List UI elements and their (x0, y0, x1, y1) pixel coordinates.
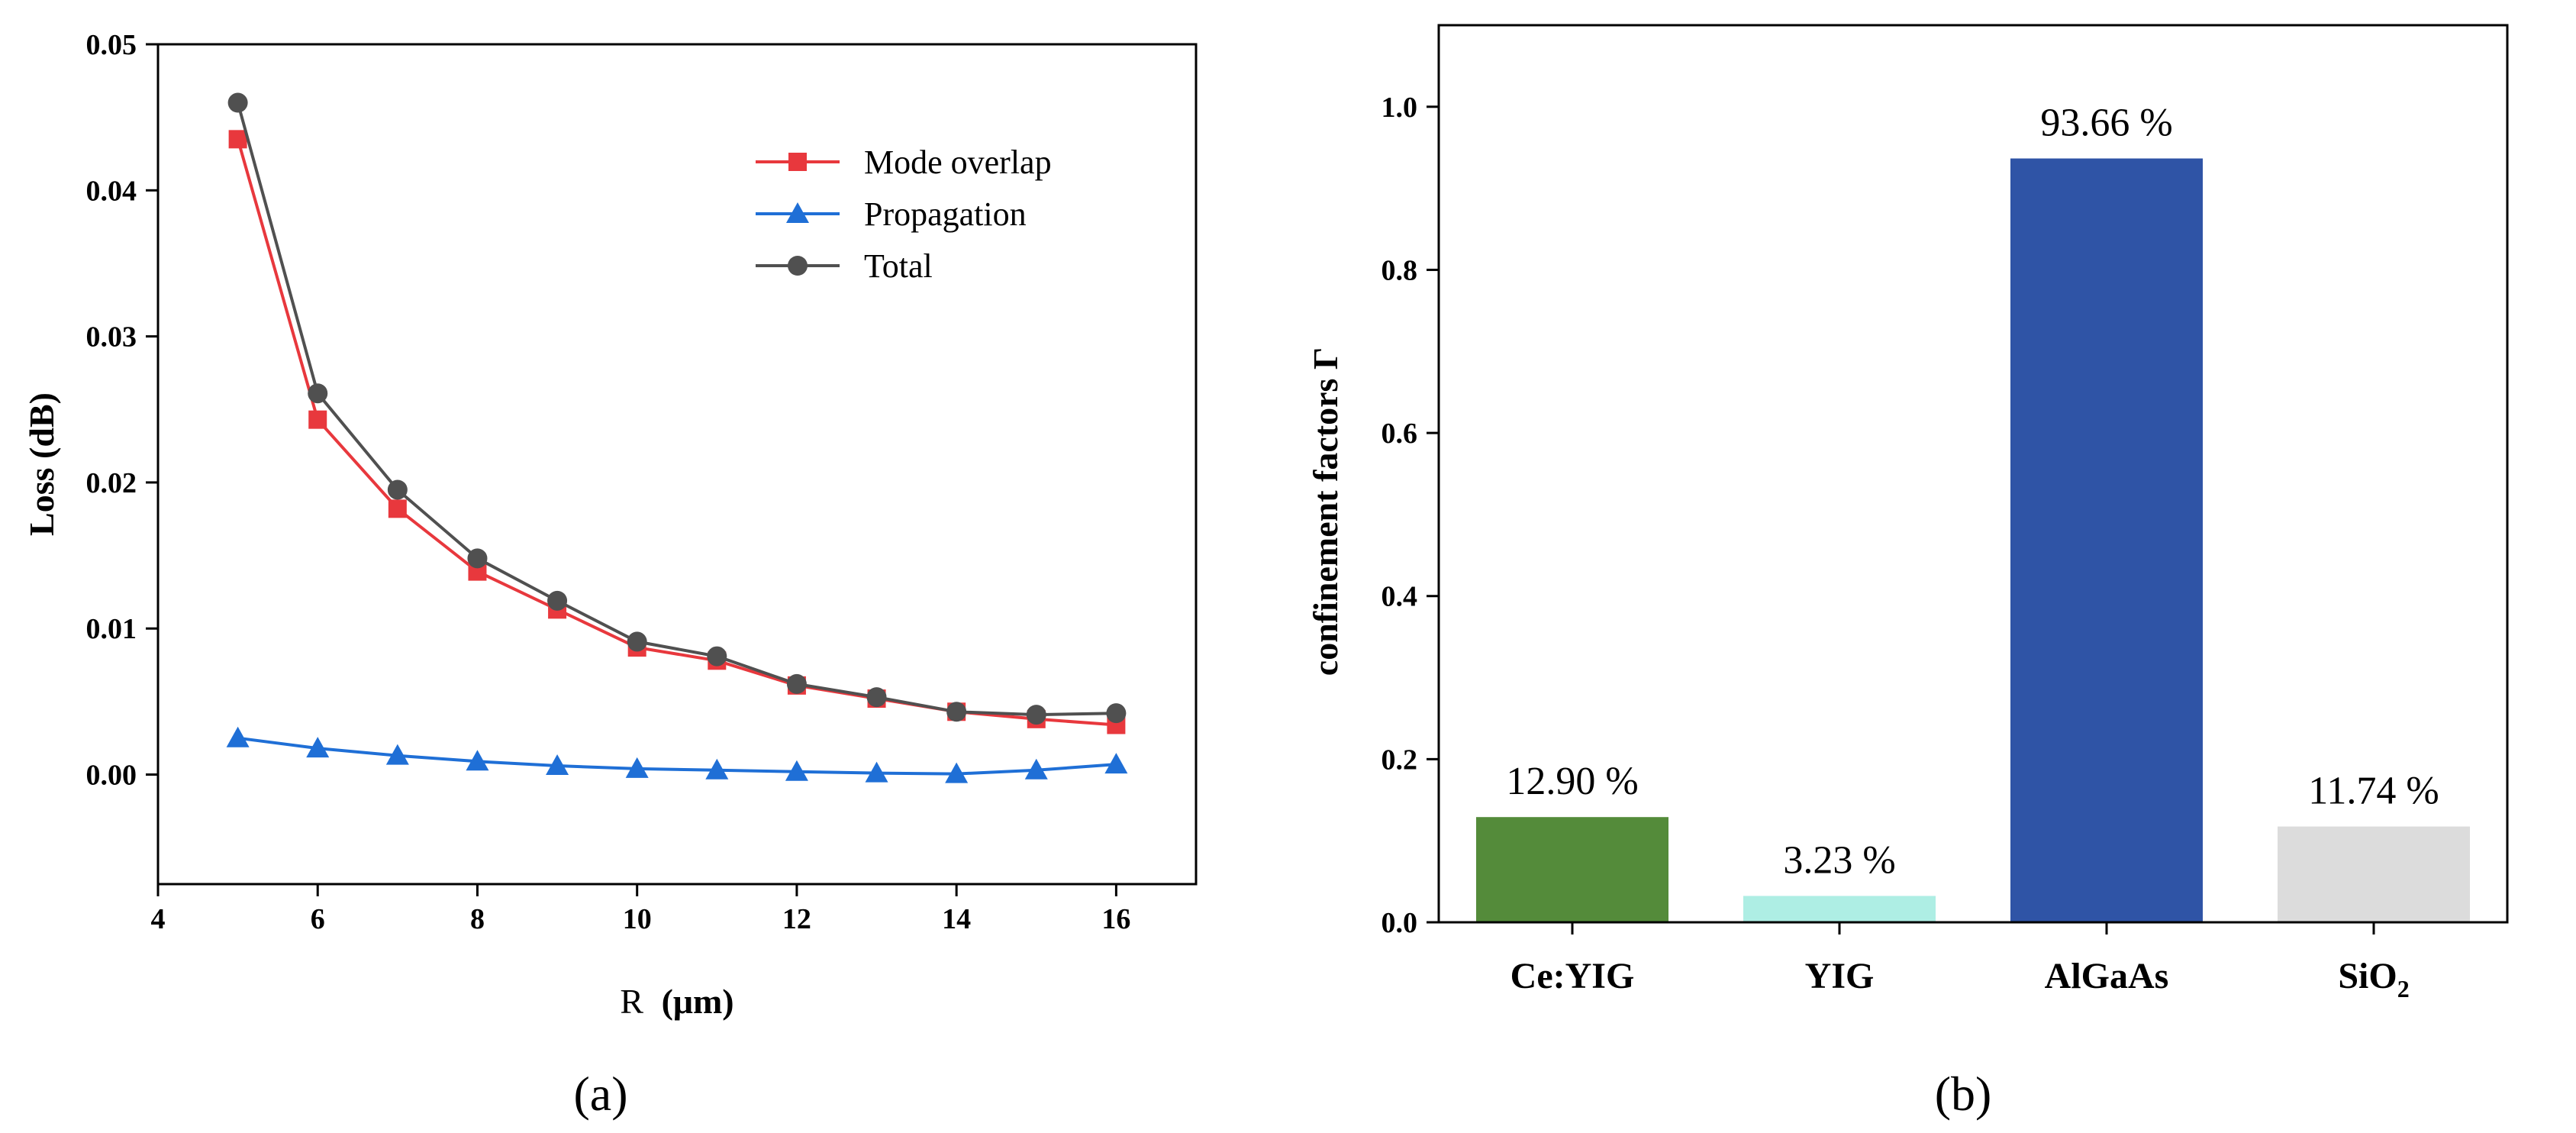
x-tick-label-a: 14 (942, 903, 971, 935)
bar-chart-confinement-factors: 12.90 % 3.23 % 93.66 % 11.74 % 0.0 0.2 0.4 0.6… (1306, 24, 2509, 1121)
legend-marker-total (788, 256, 808, 276)
y-tick-label-b: 0.2 (1381, 744, 1418, 776)
data-label-yig: 3.23 % (1783, 838, 1895, 882)
plot-frame-b (1437, 24, 2509, 924)
legend-marker-propagation (786, 202, 809, 223)
data-point-propagation (865, 761, 888, 783)
data-point-total (227, 92, 248, 113)
legend-marker-mode-overlap (788, 153, 807, 171)
category-label-ce-yig: Ce:YIG (1510, 956, 1635, 996)
bars-layer-b: 12.90 % 3.23 % 93.66 % 11.74 % (1476, 102, 2470, 923)
y-tick-label-b: 0.4 (1381, 581, 1418, 613)
y-axis-title-b: confinement factors Γ (1306, 347, 1345, 676)
y-tick-label-b: 0.8 (1381, 254, 1418, 286)
x-tick-label-a: 16 (1101, 903, 1130, 935)
data-point-total (707, 646, 727, 667)
category-label-algaas: AlGaAs (2045, 956, 2169, 996)
series-line-total (236, 102, 1117, 717)
legend-label-mode-overlap: Mode overlap (864, 144, 1052, 181)
plot-frame-a (156, 43, 1198, 886)
data-point-mode-overlap (308, 410, 327, 429)
x-axis-title-unit-a: (μm) (662, 982, 734, 1021)
line-chart-loss-vs-radius: 0.00 0.01 0.02 0.03 0.04 0.05 4 6 8 10 12 14 16 Loss… (22, 29, 1198, 1121)
data-point-total (547, 590, 568, 611)
data-point-propagation (785, 760, 808, 781)
data-point-total (467, 548, 488, 569)
y-tick-label-a: 0.04 (86, 175, 137, 207)
data-point-total (387, 479, 408, 500)
data-point-total (1106, 703, 1127, 724)
x-tick-label-a: 10 (623, 903, 652, 935)
data-point-propagation (546, 754, 569, 776)
legend-label-propagation: Propagation (864, 195, 1027, 233)
x-axis-title-symbol-a: R (620, 982, 643, 1021)
category-label-sio: SiO2 (2338, 956, 2409, 1002)
data-point-propagation (226, 726, 250, 747)
x-tick-label-a: 12 (782, 903, 811, 935)
data-point-total (786, 673, 807, 694)
data-point-mode-overlap (388, 499, 407, 518)
data-point-total (308, 383, 328, 404)
y-tick-label-a: 0.03 (86, 321, 137, 353)
data-point-propagation (625, 757, 649, 778)
y-tick-label-a: 0.01 (86, 613, 137, 645)
bar-algaas (2010, 158, 2203, 923)
y-tick-label-b: 1.0 (1381, 92, 1418, 124)
legend-item-total: Total (756, 247, 933, 285)
x-tick-label-a: 6 (311, 903, 325, 935)
x-tick-label-a: 8 (470, 903, 485, 935)
series-propagation (226, 726, 1128, 783)
y-tick-label-a: 0.02 (86, 467, 137, 499)
y-tick-label-a: 0.00 (86, 760, 137, 792)
data-point-total (866, 687, 887, 708)
y-axis-title-a: Loss (dB) (22, 392, 61, 536)
x-axis-title-a: R (μm) (620, 982, 733, 1021)
data-point-propagation (705, 758, 729, 780)
bar-ce-yig (1476, 817, 1668, 922)
data-point-propagation (385, 744, 409, 765)
axis-ticks-a: 0.00 0.01 0.02 0.03 0.04 0.05 4 6 8 10 12 14 16 (86, 29, 1131, 935)
data-label-algaas: 93.66 % (2040, 102, 2172, 145)
data-point-total (946, 702, 967, 722)
data-point-total (1026, 705, 1046, 725)
bar-yig (1743, 896, 1936, 922)
category-label-yig: YIG (1805, 956, 1875, 996)
data-point-mode-overlap (228, 130, 247, 149)
data-point-total (627, 631, 647, 652)
series-total (227, 92, 1127, 725)
axis-ticks-b: 0.0 0.2 0.4 0.6 0.8 1.0 Ce:YIG YIG AlGaAs SiO2 (1381, 92, 2410, 1002)
series-layer-a (226, 92, 1128, 783)
x-tick-label-a: 4 (151, 903, 166, 935)
data-point-propagation (945, 762, 969, 783)
data-label-sio: 11.74 % (2308, 770, 2439, 813)
data-point-propagation (1104, 753, 1128, 774)
data-point-propagation (306, 737, 330, 758)
series-line-propagation (237, 736, 1117, 776)
bar-sio (2278, 826, 2470, 922)
data-point-propagation (466, 750, 489, 771)
data-point-propagation (1024, 758, 1048, 780)
legend-a: Mode overlap Propagation Total (756, 144, 1052, 285)
panel-label-b: (b) (1935, 1067, 1992, 1121)
legend-item-mode-overlap: Mode overlap (756, 144, 1052, 181)
panel-label-a: (a) (573, 1067, 627, 1121)
data-label-ce-yig: 12.90 % (1506, 760, 1638, 803)
y-tick-label-b: 0.6 (1381, 418, 1418, 450)
y-tick-label-b: 0.0 (1381, 907, 1418, 939)
legend-item-propagation: Propagation (756, 195, 1027, 233)
y-tick-label-a: 0.05 (86, 29, 137, 61)
legend-label-total: Total (864, 247, 933, 285)
